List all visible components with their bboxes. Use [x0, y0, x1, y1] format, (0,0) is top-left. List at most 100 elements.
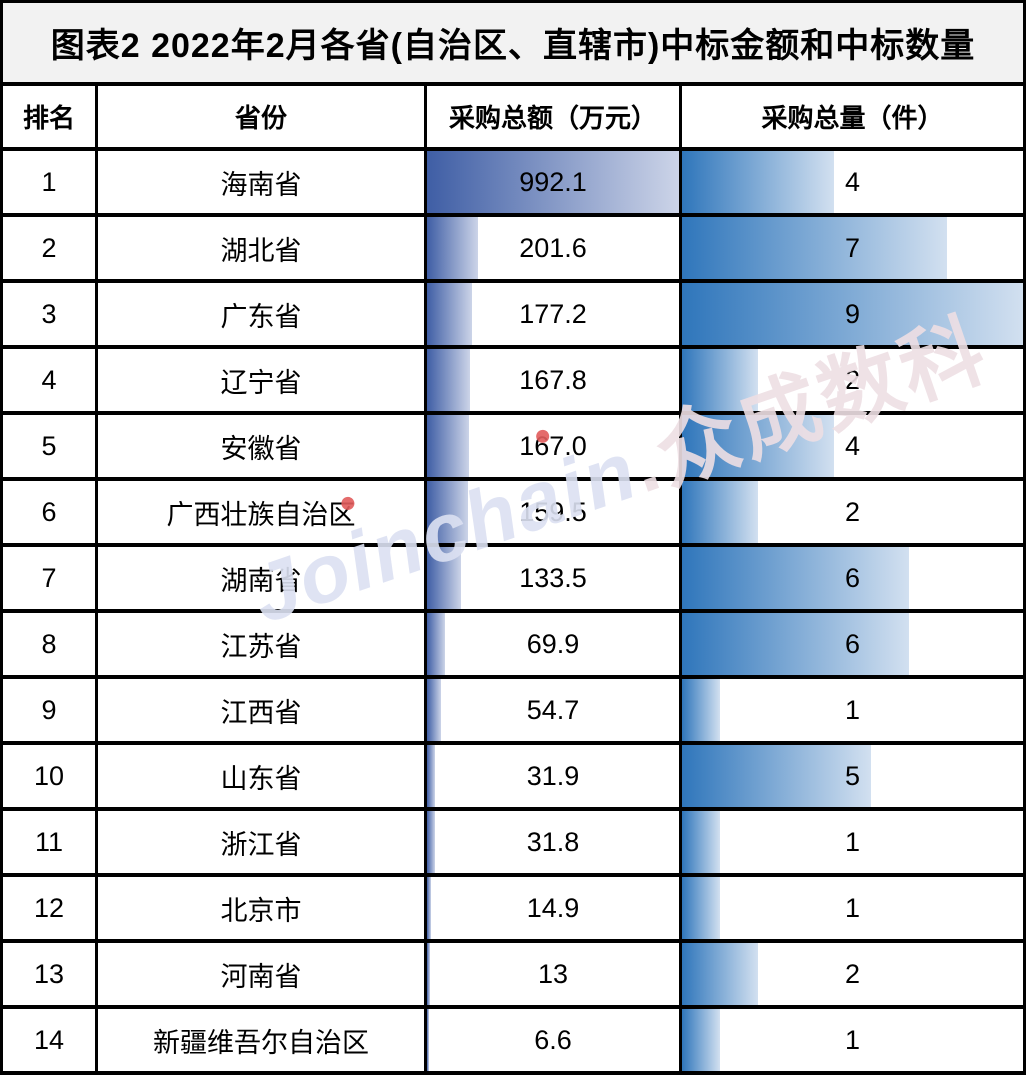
- rank-cell: 7: [3, 547, 98, 609]
- table-row: 2 湖北省 201.6 7: [3, 217, 1023, 283]
- quantity-value: 2: [844, 958, 861, 989]
- amount-cell: 54.7: [427, 679, 682, 741]
- amount-value: 167.8: [519, 364, 587, 395]
- amount-cell: 14.9: [427, 877, 682, 939]
- table-row: 4 辽宁省 167.8 2: [3, 349, 1023, 415]
- province-cell: 安徽省: [98, 415, 427, 477]
- province-cell: 浙江省: [98, 811, 427, 873]
- table-row: 5 安徽省 167.0 4: [3, 415, 1023, 481]
- chart-title-band: 图表2 2022年2月各省(自治区、直辖市)中标金额和中标数量: [3, 3, 1023, 86]
- quantity-bar: [682, 877, 720, 939]
- quantity-value: 5: [844, 760, 861, 791]
- rank-cell: 1: [3, 151, 98, 213]
- quantity-cell: 6: [682, 547, 1023, 609]
- table-row: 1 海南省 992.1 4: [3, 151, 1023, 217]
- province-cell: 湖南省: [98, 547, 427, 609]
- table-row: 13 河南省 13 2: [3, 943, 1023, 1009]
- header-amount: 采购总额（万元）: [427, 86, 682, 147]
- quantity-cell: 5: [682, 745, 1023, 807]
- quantity-value: 4: [844, 430, 861, 461]
- quantity-value: 2: [844, 364, 861, 395]
- quantity-value: 1: [844, 694, 861, 725]
- quantity-cell: 1: [682, 877, 1023, 939]
- rank-cell: 10: [3, 745, 98, 807]
- amount-value: 201.6: [519, 232, 587, 263]
- amount-cell: 992.1: [427, 151, 682, 213]
- province-cell: 新疆维吾尔自治区: [98, 1009, 427, 1071]
- header-province: 省份: [98, 86, 427, 147]
- amount-bar: [427, 877, 431, 939]
- quantity-cell: 1: [682, 679, 1023, 741]
- province-cell: 海南省: [98, 151, 427, 213]
- province-cell: 广东省: [98, 283, 427, 345]
- quantity-cell: 7: [682, 217, 1023, 279]
- quantity-bar: [682, 481, 758, 543]
- table-row: 7 湖南省 133.5 6: [3, 547, 1023, 613]
- amount-value: 13: [537, 958, 569, 989]
- province-cell: 北京市: [98, 877, 427, 939]
- quantity-bar: [682, 745, 872, 807]
- amount-value: 69.9: [526, 628, 580, 659]
- quantity-cell: 9: [682, 283, 1023, 345]
- amount-bar: [427, 415, 470, 477]
- quantity-value: 1: [844, 892, 861, 923]
- table-row: 11 浙江省 31.8 1: [3, 811, 1023, 877]
- amount-cell: 6.6: [427, 1009, 682, 1071]
- amount-bar: [427, 547, 461, 609]
- quantity-value: 2: [844, 496, 861, 527]
- province-cell: 广西壮族自治区: [98, 481, 427, 543]
- amount-value: 159.5: [519, 496, 587, 527]
- quantity-bar: [682, 1009, 720, 1071]
- amount-value: 177.2: [519, 298, 587, 329]
- quantity-value: 4: [844, 166, 861, 197]
- amount-cell: 177.2: [427, 283, 682, 345]
- quantity-bar: [682, 151, 834, 213]
- amount-cell: 13: [427, 943, 682, 1005]
- rank-cell: 13: [3, 943, 98, 1005]
- rank-cell: 8: [3, 613, 98, 675]
- amount-value: 14.9: [526, 892, 580, 923]
- quantity-cell: 1: [682, 811, 1023, 873]
- header-quantity: 采购总量（件）: [761, 103, 944, 133]
- amount-bar: [427, 349, 470, 411]
- rank-cell: 3: [3, 283, 98, 345]
- province-cell: 河南省: [98, 943, 427, 1005]
- amount-value: 31.8: [526, 826, 580, 857]
- amount-cell: 133.5: [427, 547, 682, 609]
- quantity-bar: [682, 811, 720, 873]
- table-row: 9 江西省 54.7 1: [3, 679, 1023, 745]
- quantity-bar: [682, 415, 834, 477]
- quantity-value: 6: [844, 628, 861, 659]
- amount-bar: [427, 151, 679, 213]
- amount-value: 992.1: [519, 166, 587, 197]
- amount-bar: [427, 811, 436, 873]
- quantity-bar: [682, 943, 758, 1005]
- amount-cell: 159.5: [427, 481, 682, 543]
- rank-cell: 4: [3, 349, 98, 411]
- rank-cell: 6: [3, 481, 98, 543]
- table-row: 10 山东省 31.9 5: [3, 745, 1023, 811]
- amount-value: 133.5: [519, 562, 587, 593]
- quantity-bar: [682, 679, 720, 741]
- amount-cell: 167.8: [427, 349, 682, 411]
- quantity-value: 9: [844, 298, 861, 329]
- amount-cell: 69.9: [427, 613, 682, 675]
- rank-cell: 12: [3, 877, 98, 939]
- quantity-value: 6: [844, 562, 861, 593]
- rank-cell: 14: [3, 1009, 98, 1071]
- quantity-cell: 4: [682, 151, 1023, 213]
- quantity-bar: [682, 217, 948, 279]
- quantity-value: 1: [844, 1024, 861, 1055]
- table-header-row: 排名 省份 采购总额（万元） 采购总量（件）: [3, 86, 1023, 151]
- amount-cell: 31.8: [427, 811, 682, 873]
- quantity-bar: [682, 283, 1023, 345]
- amount-value: 54.7: [526, 694, 580, 725]
- page-title: 图表2 2022年2月各省(自治区、直辖市)中标金额和中标数量: [50, 27, 976, 65]
- amount-value: 31.9: [526, 760, 580, 791]
- table-row: 8 江苏省 69.9 6: [3, 613, 1023, 679]
- quantity-bar: [682, 349, 758, 411]
- quantity-cell: 2: [682, 481, 1023, 543]
- amount-cell: 167.0: [427, 415, 682, 477]
- rank-cell: 11: [3, 811, 98, 873]
